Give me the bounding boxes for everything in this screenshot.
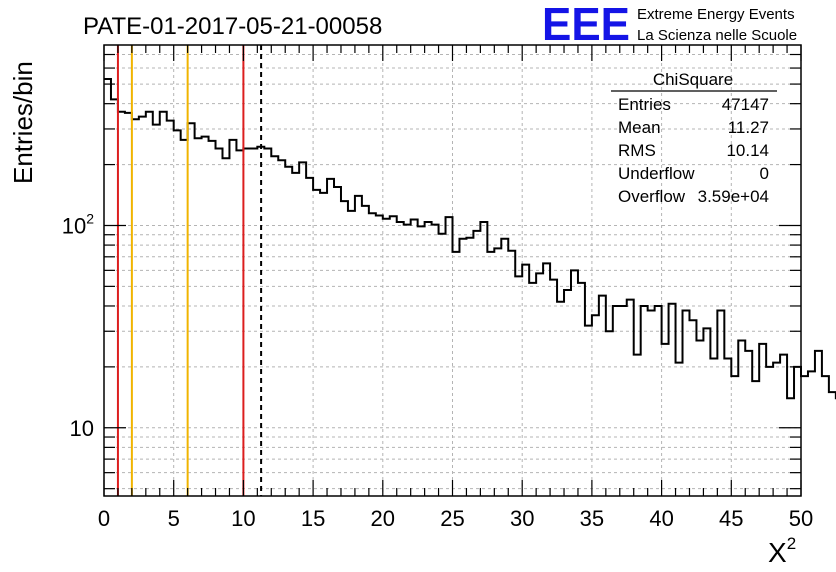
histogram-series [104, 77, 836, 400]
y-axis-label: Entries/bin [8, 61, 38, 184]
x-axis-label-base: X [768, 537, 787, 568]
logo-line-1: Extreme Energy Events [637, 6, 795, 23]
grid-lines [104, 45, 801, 496]
x-tick-label: 5 [168, 506, 180, 531]
x-tick-labels: 0 5 10 15 20 25 30 35 40 45 50 [98, 506, 813, 531]
x-tick-label: 35 [580, 506, 604, 531]
x-tick-label: 40 [649, 506, 673, 531]
histogram [104, 77, 836, 400]
stats-rows: Entries 47147 Mean 11.27 RMS 10.14 Underflow 0 O… [618, 95, 769, 206]
axis-ticks [103, 45, 802, 496]
chart-title: PATE-01-2017-05-21-00058 [83, 13, 382, 40]
vertical-markers [116, 45, 263, 496]
stats-value: 0 [760, 164, 769, 183]
stats-box: ChiSquare Entries 47147 Mean 11.27 RMS 10.14 U… [611, 70, 777, 206]
x-tick-label: 10 [231, 506, 255, 531]
stats-value: 11.27 [728, 118, 769, 137]
stats-label: Entries [618, 95, 671, 114]
stats-title: ChiSquare [653, 70, 733, 89]
x-tick-label: 0 [98, 506, 110, 531]
stats-value: 47147 [722, 95, 769, 114]
x-axis-label: X2 [768, 534, 796, 568]
stats-label: RMS [618, 141, 656, 160]
x-tick-label: 15 [301, 506, 325, 531]
x-tick-label: 30 [510, 506, 534, 531]
stats-label: Underflow [618, 164, 695, 183]
logo-line-2: La Scienza nelle Scuole [637, 27, 797, 44]
x-axis-label-superscript: 2 [787, 534, 796, 553]
x-tick-label: 50 [789, 506, 813, 531]
y-tick-label: 10 [70, 416, 94, 441]
y-tick-label: 102 [62, 210, 94, 238]
y-tick-labels: 10 102 [62, 210, 94, 440]
x-tick-label: 20 [371, 506, 395, 531]
stats-value: 10.14 [726, 141, 769, 160]
stats-value: 3.59e+04 [698, 187, 769, 206]
stats-label: Overflow [618, 187, 686, 206]
eee-logo-mark: EEE [542, 0, 630, 50]
eee-logo: EEE Extreme Energy Events La Scienza nel… [542, 0, 797, 50]
x-tick-label: 25 [440, 506, 464, 531]
stats-label: Mean [618, 118, 661, 137]
x-tick-label: 45 [719, 506, 743, 531]
